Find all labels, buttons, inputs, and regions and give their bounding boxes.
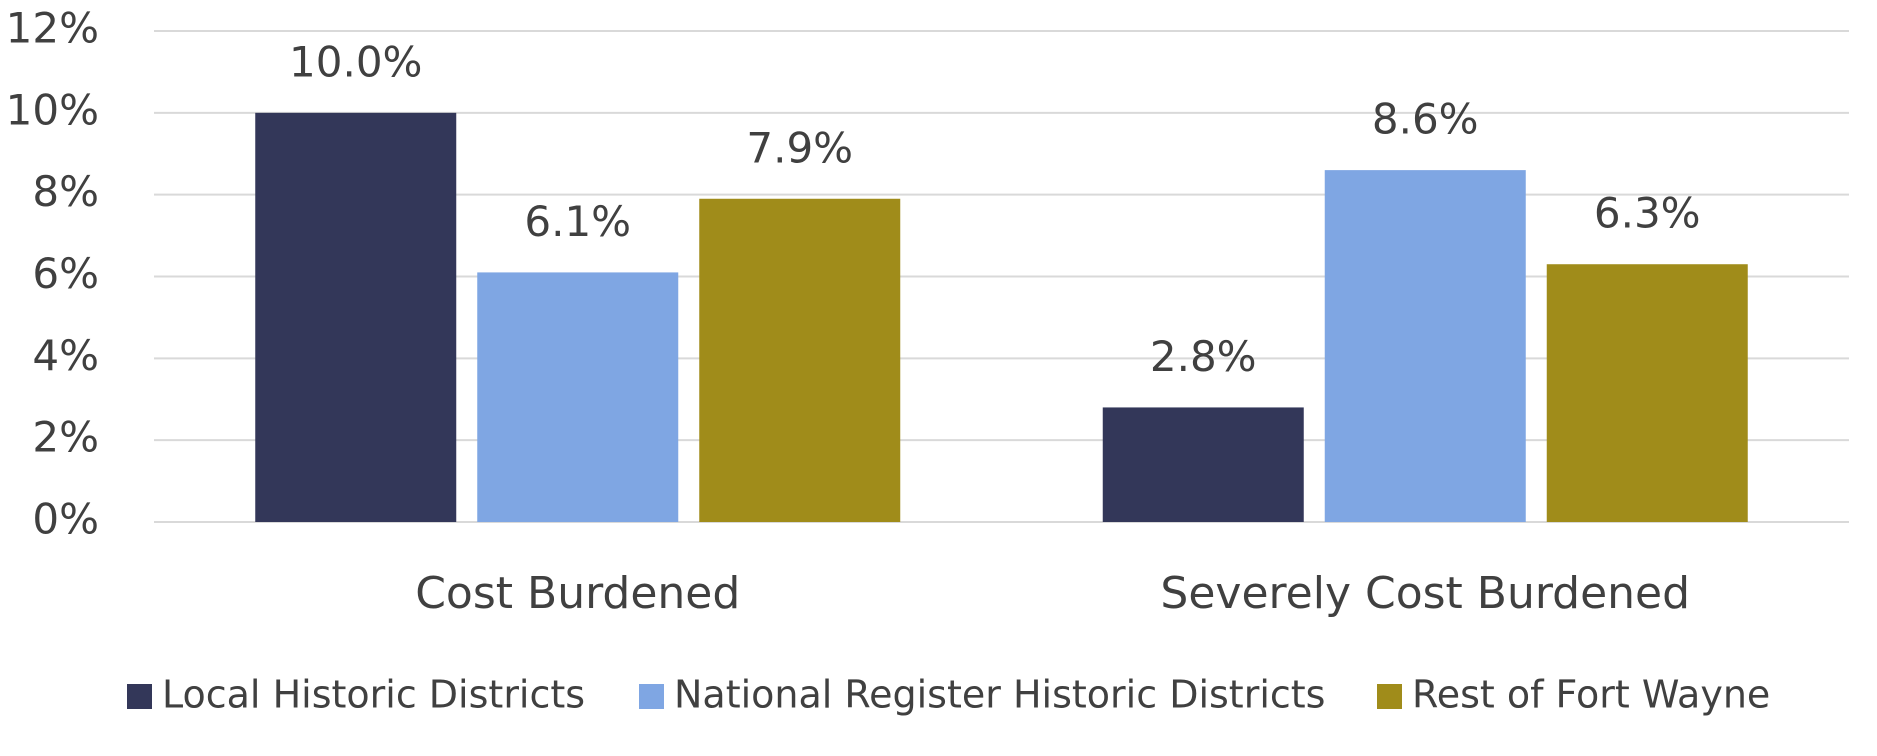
bar (1546, 264, 1748, 522)
legend-swatch (639, 684, 664, 709)
y-tick-label: 2% (32, 413, 99, 462)
data-label: 6.3% (1594, 189, 1701, 238)
x-tick-label: Severely Cost Burdened (1160, 568, 1690, 619)
data-label: 6.1% (524, 197, 631, 246)
y-tick-label: 8% (32, 167, 99, 216)
bar (1324, 170, 1526, 522)
y-tick-label: 0% (32, 495, 99, 544)
legend-label: Local Historic Districts (162, 673, 585, 717)
legend-swatch (127, 684, 152, 709)
legend-label: National Register Historic Districts (674, 673, 1325, 717)
legend-swatch (1377, 684, 1402, 709)
data-label: 10.0% (289, 37, 422, 86)
data-label: 8.6% (1372, 95, 1479, 144)
y-tick-label: 4% (32, 331, 99, 380)
data-label: 7.9% (746, 123, 853, 172)
bar (255, 112, 457, 522)
x-tick-label: Cost Burdened (415, 568, 740, 619)
bar (477, 272, 679, 522)
legend-label: Rest of Fort Wayne (1412, 673, 1770, 717)
bar (1102, 407, 1304, 522)
data-label: 2.8% (1150, 332, 1257, 381)
y-tick-label: 12% (6, 4, 99, 53)
y-tick-label: 10% (6, 85, 99, 134)
bar (699, 198, 901, 522)
y-tick-label: 6% (32, 249, 99, 298)
